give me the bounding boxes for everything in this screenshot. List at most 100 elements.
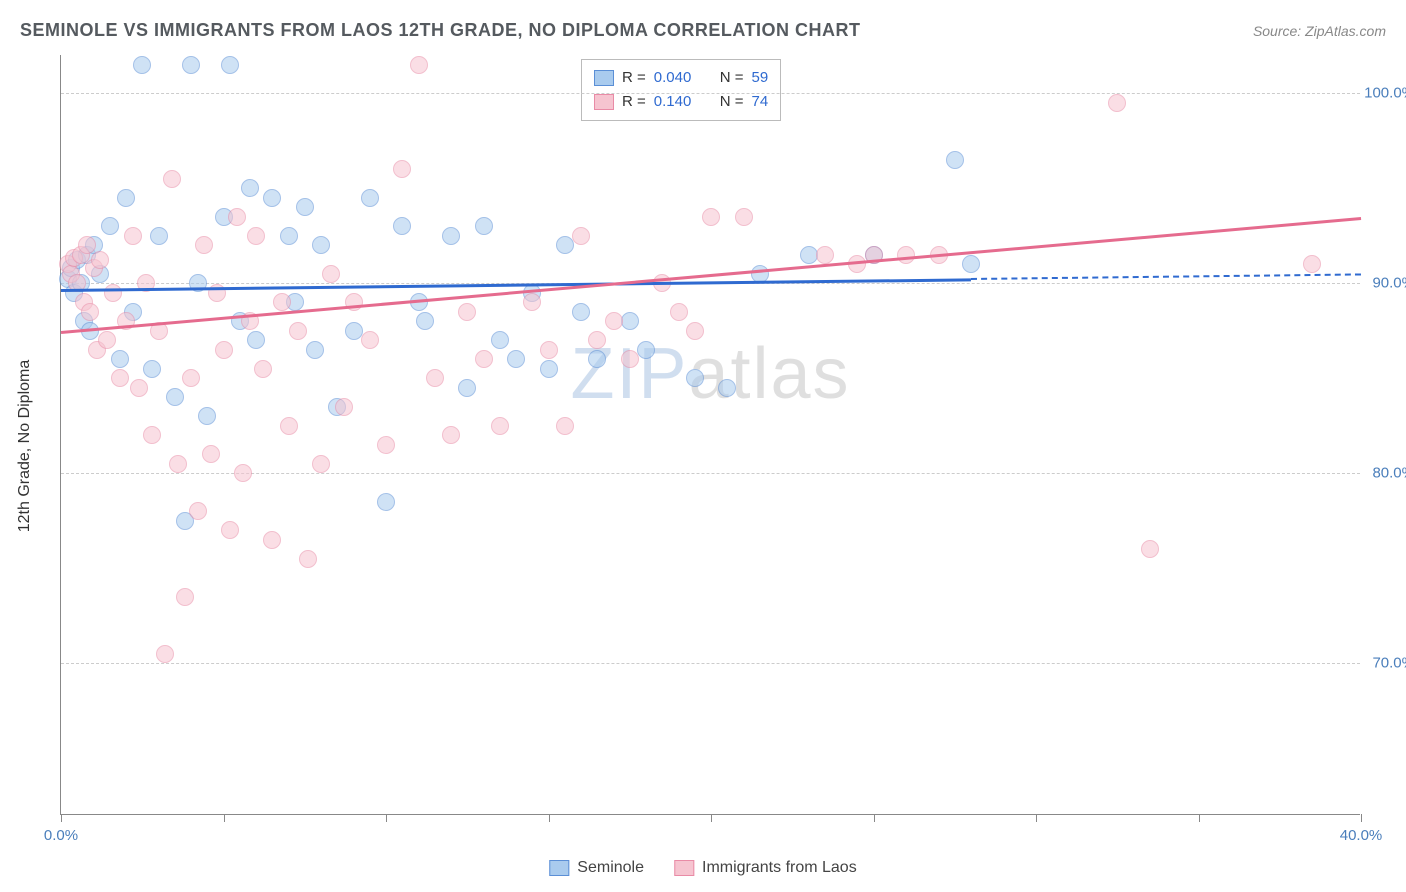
chart-container: SEMINOLE VS IMMIGRANTS FROM LAOS 12TH GR…	[0, 0, 1406, 892]
scatter-point	[507, 350, 525, 368]
scatter-point	[718, 379, 736, 397]
scatter-point	[588, 350, 606, 368]
gridline	[61, 473, 1360, 474]
scatter-point	[572, 303, 590, 321]
scatter-point	[130, 379, 148, 397]
scatter-point	[377, 436, 395, 454]
scatter-point	[605, 312, 623, 330]
scatter-point	[306, 341, 324, 359]
x-tick	[1199, 814, 1200, 822]
y-tick-label: 100.0%	[1364, 85, 1406, 102]
scatter-point	[111, 350, 129, 368]
scatter-point	[280, 417, 298, 435]
gridline	[61, 663, 1360, 664]
scatter-point	[156, 645, 174, 663]
scatter-point	[442, 426, 460, 444]
legend-item: Immigrants from Laos	[674, 859, 857, 877]
scatter-point	[735, 208, 753, 226]
scatter-point	[117, 189, 135, 207]
scatter-point	[946, 151, 964, 169]
scatter-point	[962, 255, 980, 273]
trend-line	[971, 273, 1361, 280]
scatter-point	[195, 236, 213, 254]
x-tick	[1361, 814, 1362, 822]
scatter-point	[198, 407, 216, 425]
scatter-point	[215, 341, 233, 359]
scatter-point	[410, 56, 428, 74]
legend-r-value: 0.040	[654, 66, 704, 90]
plot-area: ZIPatlas R =0.040N =59R =0.140N =74 70.0…	[60, 55, 1360, 815]
scatter-point	[124, 227, 142, 245]
scatter-point	[322, 265, 340, 283]
scatter-point	[221, 521, 239, 539]
scatter-point	[299, 550, 317, 568]
gridline	[61, 93, 1360, 94]
legend-stats-box: R =0.040N =59R =0.140N =74	[581, 59, 781, 121]
scatter-point	[263, 189, 281, 207]
scatter-point	[670, 303, 688, 321]
x-tick	[1036, 814, 1037, 822]
scatter-point	[163, 170, 181, 188]
scatter-point	[540, 341, 558, 359]
scatter-point	[475, 217, 493, 235]
scatter-point	[133, 56, 151, 74]
x-tick	[224, 814, 225, 822]
scatter-point	[150, 227, 168, 245]
scatter-point	[572, 227, 590, 245]
scatter-point	[1108, 94, 1126, 112]
scatter-point	[377, 493, 395, 511]
scatter-point	[345, 322, 363, 340]
scatter-point	[426, 369, 444, 387]
scatter-point	[393, 217, 411, 235]
scatter-point	[98, 331, 116, 349]
scatter-point	[686, 369, 704, 387]
scatter-point	[312, 455, 330, 473]
legend-r-label: R =	[622, 66, 646, 90]
scatter-point	[143, 426, 161, 444]
scatter-point	[202, 445, 220, 463]
x-tick	[874, 814, 875, 822]
scatter-point	[458, 379, 476, 397]
scatter-point	[540, 360, 558, 378]
scatter-point	[335, 398, 353, 416]
x-tick	[386, 814, 387, 822]
scatter-point	[1141, 540, 1159, 558]
scatter-point	[393, 160, 411, 178]
scatter-point	[228, 208, 246, 226]
legend-swatch	[549, 860, 569, 876]
legend-bottom: Seminole Immigrants from Laos	[549, 859, 856, 877]
chart-header: SEMINOLE VS IMMIGRANTS FROM LAOS 12TH GR…	[20, 20, 1386, 41]
scatter-point	[280, 227, 298, 245]
scatter-point	[182, 56, 200, 74]
legend-stats-row: R =0.040N =59	[594, 66, 768, 90]
watermark-atlas: atlas	[688, 334, 850, 414]
legend-label: Seminole	[577, 859, 644, 877]
legend-swatch	[674, 860, 694, 876]
scatter-point	[702, 208, 720, 226]
scatter-point	[816, 246, 834, 264]
scatter-point	[189, 502, 207, 520]
x-tick	[711, 814, 712, 822]
scatter-point	[523, 293, 541, 311]
scatter-point	[621, 312, 639, 330]
legend-n-value: 59	[752, 66, 769, 90]
y-tick-label: 70.0%	[1372, 655, 1406, 672]
scatter-point	[312, 236, 330, 254]
legend-swatch	[594, 70, 614, 86]
scatter-point	[442, 227, 460, 245]
scatter-point	[296, 198, 314, 216]
chart-source: Source: ZipAtlas.com	[1253, 23, 1386, 39]
scatter-point	[556, 417, 574, 435]
scatter-point	[91, 251, 109, 269]
scatter-point	[458, 303, 476, 321]
legend-label: Immigrants from Laos	[702, 859, 857, 877]
scatter-point	[273, 293, 291, 311]
legend-swatch	[594, 94, 614, 110]
scatter-point	[361, 331, 379, 349]
scatter-point	[101, 217, 119, 235]
scatter-point	[588, 331, 606, 349]
scatter-point	[169, 455, 187, 473]
scatter-point	[81, 303, 99, 321]
scatter-point	[247, 227, 265, 245]
scatter-point	[556, 236, 574, 254]
